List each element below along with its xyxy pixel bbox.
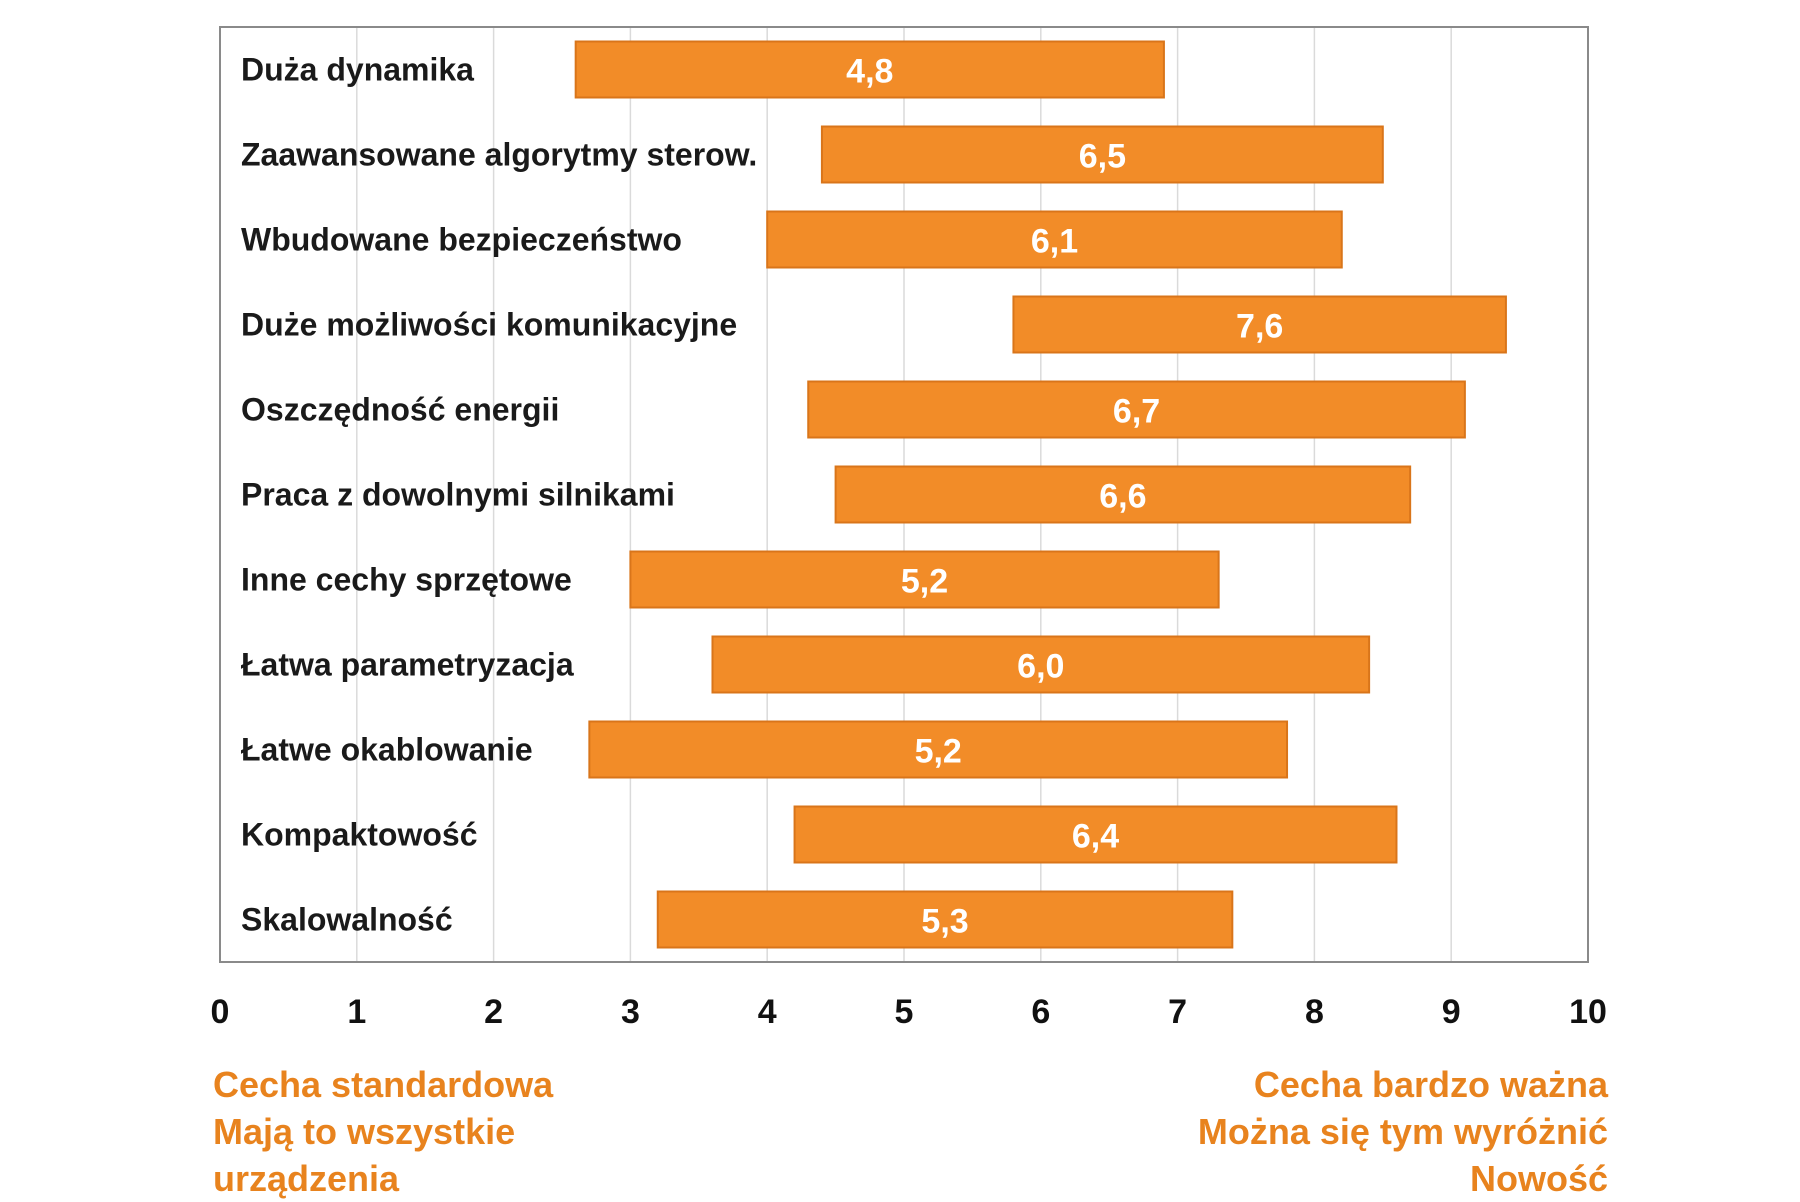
x-tick-label-1: 1	[347, 993, 366, 1031]
bars: 4,8 6,5 6,1 7,6 6,7 6,6 5,2 6,0 5,2 6,4 5,3	[574, 40, 1507, 949]
bar-8	[711, 635, 1371, 694]
plot-frame	[219, 26, 1589, 963]
note-right-line-3: Nowość	[1469, 1158, 1608, 1199]
x-tick-label-0: 0	[211, 993, 230, 1031]
x-tick-label-7: 7	[1168, 993, 1187, 1031]
x-tick-label-2: 2	[484, 993, 503, 1031]
bar-1	[574, 40, 1165, 99]
category-labels: Duża dynamika Zaawansowane algorytmy ster…	[241, 52, 757, 938]
bar-3	[766, 210, 1343, 269]
x-axis-tick-labels: 0 1 2 3 4 5 6 7 8 9 10	[211, 993, 1607, 1031]
x-tick-label-4: 4	[758, 993, 777, 1031]
bar-value-label-9: 5,2	[915, 733, 962, 771]
bar-2	[820, 125, 1384, 184]
note-left-line-2: Mają to wszystkie	[213, 1111, 516, 1152]
bar-value-label-7: 5,2	[901, 563, 948, 601]
bar-value-label-3: 6,1	[1031, 223, 1078, 261]
x-tick-label-6: 6	[1031, 993, 1050, 1031]
bar-value-label-11: 5,3	[921, 903, 968, 941]
category-label-4: Duże możliwości komunikacyjne	[241, 307, 737, 343]
x-tick-label-8: 8	[1305, 993, 1324, 1031]
bar-7	[629, 550, 1220, 609]
note-left-line-1: Cecha standardowa	[213, 1064, 554, 1105]
note-left-line-3: urządzenia	[213, 1158, 400, 1199]
note-right-line-1: Cecha bardzo ważna	[1253, 1064, 1608, 1105]
bar-10	[793, 805, 1398, 864]
category-label-8: Łatwa parametryzacja	[241, 647, 574, 683]
note-right-line-2: Można się tym wyróżnić	[1197, 1111, 1608, 1152]
bar-value-label-8: 6,0	[1017, 648, 1064, 686]
x-tick-label-10: 10	[1569, 993, 1607, 1031]
bar-value-label-10: 6,4	[1072, 818, 1119, 856]
category-label-1: Duża dynamika	[241, 52, 474, 88]
bar-value-label-1: 4,8	[846, 53, 893, 91]
bar-6	[834, 465, 1412, 524]
category-label-6: Praca z dowolnymi silnikami	[241, 477, 675, 513]
note-left: Cecha standardowa Mają to wszystkie urzą…	[213, 1061, 553, 1202]
bar-5	[807, 380, 1466, 439]
bar-value-label-2: 6,5	[1079, 138, 1126, 176]
bar-11	[656, 890, 1234, 949]
x-tick-label-3: 3	[621, 993, 640, 1031]
x-tick-label-9: 9	[1442, 993, 1461, 1031]
category-label-10: Kompaktowość	[241, 817, 477, 853]
category-label-7: Inne cechy sprzętowe	[241, 562, 572, 598]
x-tick-label-5: 5	[895, 993, 914, 1031]
category-label-11: Skalowalność	[241, 902, 453, 938]
category-label-9: Łatwe okablowanie	[241, 732, 533, 768]
category-label-5: Oszczędność energii	[241, 392, 559, 428]
bar-value-label-5: 6,7	[1113, 393, 1160, 431]
bar-value-label-4: 7,6	[1236, 308, 1283, 346]
bar-value-label-6: 6,6	[1099, 478, 1146, 516]
category-label-3: Wbudowane bezpieczeństwo	[241, 222, 682, 258]
note-right: Cecha bardzo ważna Można się tym wyróżni…	[1198, 1061, 1608, 1202]
bar-9	[588, 720, 1289, 779]
category-label-2: Zaawansowane algorytmy sterow.	[241, 137, 757, 173]
bar-4	[1012, 295, 1507, 354]
